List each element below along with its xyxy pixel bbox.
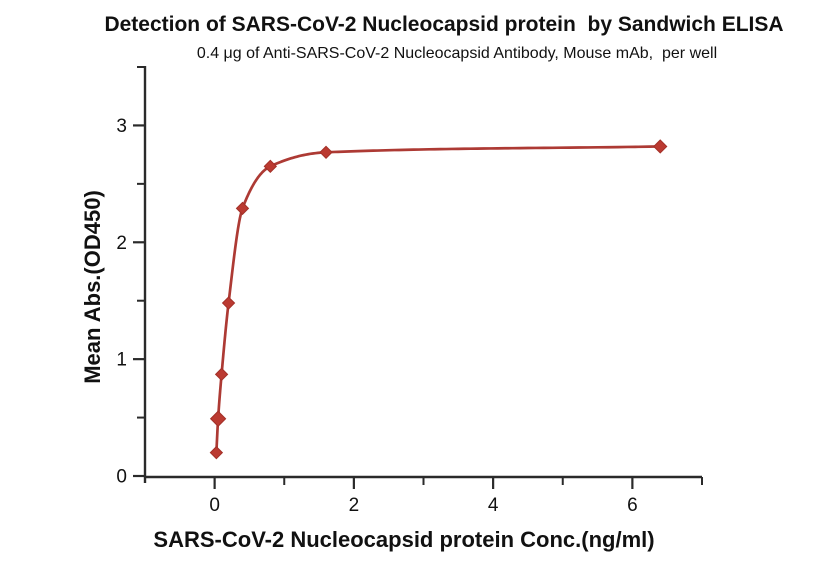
data-point-marker [653, 139, 668, 154]
y-tick-label: 3 [116, 116, 127, 137]
chart-title: Detection of SARS-CoV-2 Nucleocapsid pro… [104, 13, 784, 36]
fit-curve [215, 145, 662, 454]
y-tick-label: 2 [116, 233, 127, 254]
data-point-marker [263, 159, 278, 174]
data-point-marker [235, 201, 250, 216]
data-point-marker [221, 296, 236, 310]
data-point-marker [319, 145, 333, 160]
data-point-marker [209, 410, 227, 427]
chart-subtitle: 0.4 μg of Anti-SARS-CoV-2 Nucleocapsid A… [196, 45, 718, 62]
x-axis-label: SARS-CoV-2 Nucleocapsid protein Conc.(ng… [153, 527, 655, 552]
x-tick-label: 4 [488, 495, 499, 516]
data-point-marker [214, 367, 229, 382]
x-tick-label: 6 [627, 495, 638, 516]
data-point-marker [209, 445, 224, 460]
x-tick-label: 0 [209, 495, 220, 516]
x-tick-label: 2 [349, 495, 360, 516]
y-tick-label: 0 [116, 467, 127, 488]
y-tick-label: 1 [116, 350, 127, 371]
